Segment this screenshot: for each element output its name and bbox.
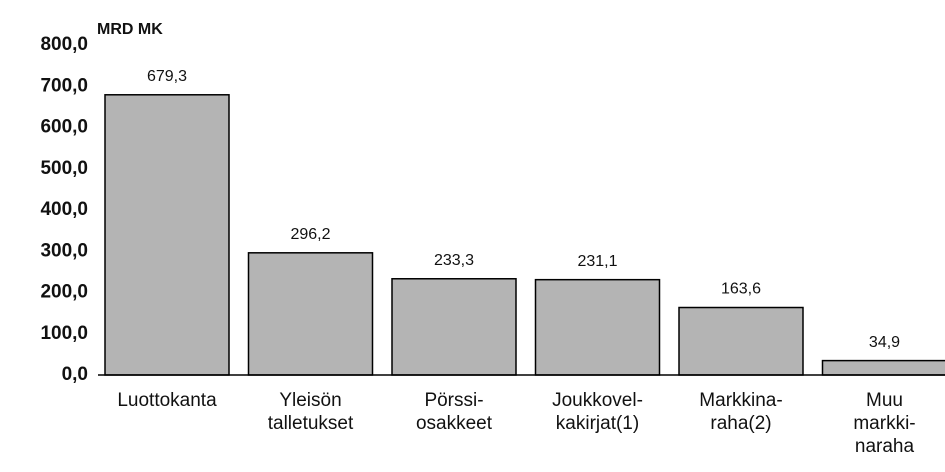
bar (104, 94, 230, 376)
bar (678, 306, 804, 376)
x-tick-label: Yleisön talletukset (267, 390, 354, 434)
bar (391, 278, 517, 376)
value-label: 233,3 (434, 252, 474, 269)
value-label: 679,3 (147, 68, 187, 85)
y-tick-label: 100,0 (40, 323, 88, 344)
y-axis-label: MRD MK (97, 21, 163, 38)
x-tick-label: Pörssi- osakkeet (415, 390, 493, 434)
bar (534, 278, 661, 376)
x-tick-label: Joukkovel- kakirjat(1) (552, 390, 643, 434)
y-tick-label: 600,0 (40, 117, 88, 138)
bar (247, 252, 374, 376)
y-tick-label: 300,0 (40, 240, 88, 261)
y-tick-label: 700,0 (40, 75, 88, 96)
y-tick-label: 400,0 (40, 199, 88, 220)
bar (821, 359, 945, 376)
x-tick-label: Muu markki- naraha (853, 390, 916, 457)
value-label: 163,6 (721, 281, 761, 298)
y-tick-label: 800,0 (40, 34, 88, 55)
x-tick-label: Luottokanta (117, 390, 217, 411)
value-label: 34,9 (869, 334, 900, 351)
value-label: 231,1 (577, 253, 617, 270)
y-tick-label: 200,0 (40, 282, 88, 303)
x-tick-label: Markkina- raha(2) (699, 390, 783, 434)
y-tick-label: 0,0 (62, 364, 88, 385)
y-tick-label: 500,0 (40, 158, 88, 179)
value-label: 296,2 (290, 226, 330, 243)
